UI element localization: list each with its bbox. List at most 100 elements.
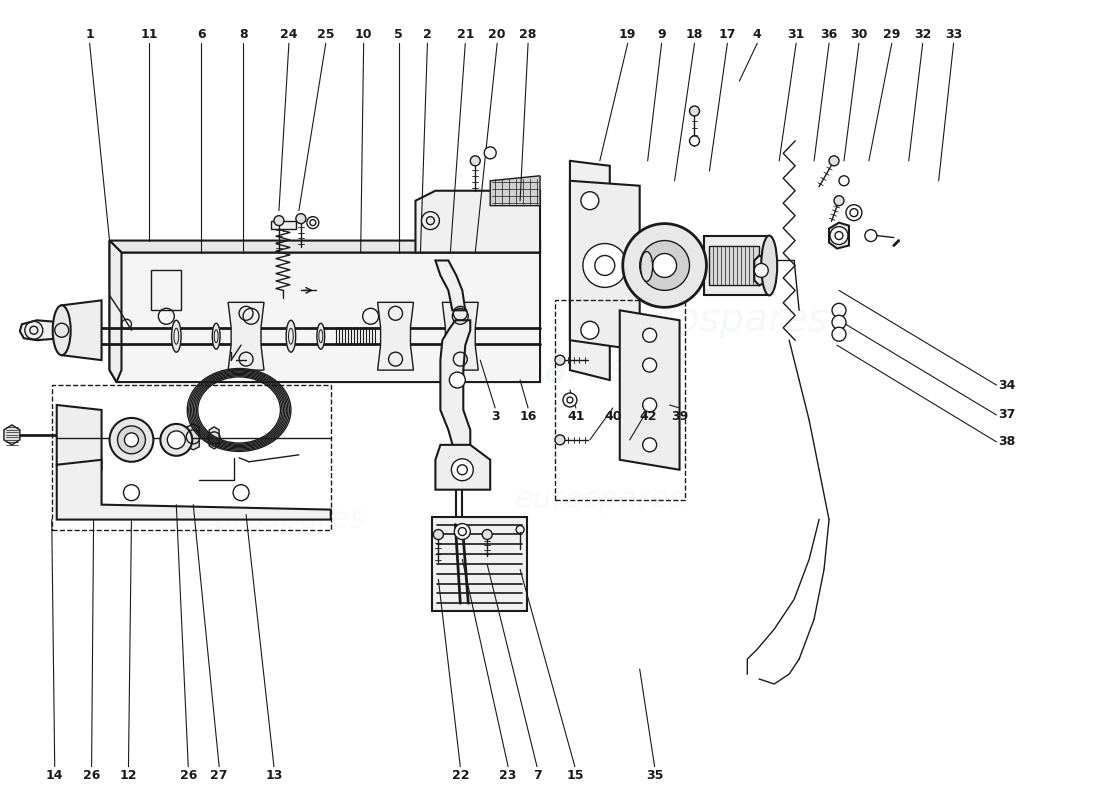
Circle shape — [556, 435, 565, 445]
Polygon shape — [377, 302, 414, 370]
Text: 24: 24 — [280, 28, 298, 42]
Circle shape — [642, 358, 657, 372]
Circle shape — [834, 196, 844, 206]
Circle shape — [118, 426, 145, 454]
Text: 26: 26 — [179, 769, 197, 782]
Polygon shape — [271, 221, 296, 229]
Circle shape — [640, 241, 690, 290]
Bar — [704, 235, 769, 295]
Circle shape — [451, 458, 473, 481]
Text: 10: 10 — [355, 28, 373, 42]
Bar — [556, 300, 684, 500]
Ellipse shape — [212, 323, 220, 349]
Text: 34: 34 — [999, 378, 1015, 391]
Polygon shape — [619, 310, 680, 470]
Bar — [52, 385, 331, 530]
Polygon shape — [647, 250, 662, 282]
Text: 29: 29 — [883, 28, 901, 42]
Circle shape — [652, 254, 676, 278]
Circle shape — [110, 418, 153, 462]
Bar — [432, 517, 527, 611]
Circle shape — [471, 156, 481, 166]
Text: 12: 12 — [120, 769, 138, 782]
Circle shape — [829, 156, 839, 166]
Text: 25: 25 — [317, 28, 334, 42]
Text: 37: 37 — [999, 409, 1015, 422]
Circle shape — [563, 393, 576, 407]
Text: 35: 35 — [646, 769, 663, 782]
Text: eurospares: eurospares — [610, 302, 828, 339]
Circle shape — [690, 136, 700, 146]
Text: 6: 6 — [197, 28, 206, 42]
Text: 11: 11 — [141, 28, 158, 42]
Polygon shape — [491, 176, 540, 206]
Polygon shape — [436, 261, 465, 310]
Text: 7: 7 — [532, 769, 541, 782]
Circle shape — [581, 192, 598, 210]
Text: 41: 41 — [568, 410, 585, 423]
Circle shape — [581, 322, 598, 339]
Text: 21: 21 — [456, 28, 474, 42]
Polygon shape — [570, 161, 609, 380]
Circle shape — [123, 485, 140, 501]
Text: 42: 42 — [640, 410, 658, 423]
Text: 15: 15 — [566, 769, 584, 782]
Text: eurospares: eurospares — [411, 351, 629, 389]
Ellipse shape — [172, 320, 182, 352]
Circle shape — [832, 303, 846, 318]
Circle shape — [830, 226, 848, 245]
Polygon shape — [228, 302, 264, 370]
Circle shape — [642, 328, 657, 342]
Text: 26: 26 — [82, 769, 100, 782]
Circle shape — [450, 372, 465, 388]
Circle shape — [484, 147, 496, 159]
Circle shape — [124, 433, 139, 447]
Polygon shape — [209, 427, 219, 449]
Text: 39: 39 — [671, 410, 689, 423]
Circle shape — [832, 327, 846, 342]
Text: eurospares: eurospares — [173, 302, 389, 339]
Text: 9: 9 — [658, 28, 666, 42]
Circle shape — [307, 217, 319, 229]
Circle shape — [296, 214, 306, 224]
Circle shape — [556, 355, 565, 365]
Circle shape — [642, 398, 657, 412]
Circle shape — [274, 216, 284, 226]
Ellipse shape — [286, 320, 296, 352]
Text: 18: 18 — [685, 28, 703, 42]
Circle shape — [642, 438, 657, 452]
Circle shape — [167, 431, 185, 449]
Polygon shape — [829, 222, 849, 249]
Text: 14: 14 — [46, 769, 64, 782]
Polygon shape — [440, 320, 471, 455]
Circle shape — [623, 224, 706, 307]
Text: 4: 4 — [752, 28, 761, 42]
Polygon shape — [57, 460, 331, 519]
Bar — [710, 246, 759, 286]
Circle shape — [454, 523, 471, 539]
Text: 20: 20 — [488, 28, 506, 42]
Circle shape — [583, 243, 627, 287]
Text: 38: 38 — [999, 435, 1015, 448]
Circle shape — [865, 230, 877, 242]
Bar — [152, 270, 182, 310]
Ellipse shape — [640, 251, 652, 282]
Polygon shape — [62, 300, 101, 360]
Text: 13: 13 — [265, 769, 283, 782]
Ellipse shape — [53, 306, 70, 355]
Text: eurospares: eurospares — [196, 505, 366, 534]
Text: 17: 17 — [718, 28, 736, 42]
Polygon shape — [4, 425, 20, 445]
Text: 36: 36 — [821, 28, 838, 42]
Circle shape — [832, 315, 846, 330]
Text: 5: 5 — [394, 28, 403, 42]
Text: 2: 2 — [424, 28, 432, 42]
Text: 16: 16 — [519, 410, 537, 423]
Ellipse shape — [317, 323, 324, 349]
Polygon shape — [416, 190, 540, 253]
Ellipse shape — [761, 235, 778, 295]
Circle shape — [433, 530, 443, 539]
Text: 32: 32 — [914, 28, 932, 42]
Text: 1: 1 — [85, 28, 94, 42]
Text: 8: 8 — [239, 28, 248, 42]
